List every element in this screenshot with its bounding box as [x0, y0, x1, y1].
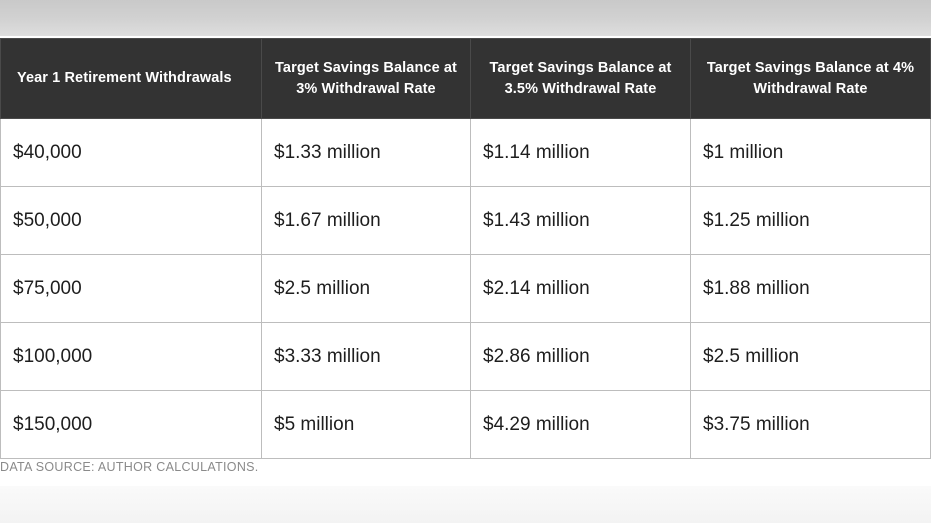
- table-row: $150,000 $5 million $4.29 million $3.75 …: [0, 390, 931, 459]
- withdrawal-cell: $50,000: [0, 186, 262, 255]
- balance-3-5pct-cell: $2.86 million: [470, 322, 691, 391]
- balance-3pct-cell: $1.67 million: [261, 186, 471, 255]
- table-row: $50,000 $1.67 million $1.43 million $1.2…: [0, 186, 931, 255]
- balance-3-5pct-cell: $1.43 million: [470, 186, 691, 255]
- table-row: $100,000 $3.33 million $2.86 million $2.…: [0, 322, 931, 391]
- withdrawal-cell: $40,000: [0, 118, 262, 187]
- header-balance-3pct: Target Savings Balance at 3% Withdrawal …: [261, 38, 471, 119]
- balance-4pct-cell: $1.88 million: [690, 254, 931, 323]
- balance-4pct-cell: $3.75 million: [690, 390, 931, 459]
- balance-3-5pct-cell: $4.29 million: [470, 390, 691, 459]
- withdrawal-cell: $75,000: [0, 254, 262, 323]
- balance-3pct-cell: $2.5 million: [261, 254, 471, 323]
- data-source-note: DATA SOURCE: AUTHOR CALCULATIONS.: [0, 460, 259, 474]
- table-header: Year 1 Retirement Withdrawals Target Sav…: [0, 38, 931, 119]
- balance-3pct-cell: $1.33 million: [261, 118, 471, 187]
- table-body: $40,000 $1.33 million $1.14 million $1 m…: [0, 118, 931, 459]
- table-row: $75,000 $2.5 million $2.14 million $1.88…: [0, 254, 931, 323]
- bottom-background-band: [0, 486, 931, 523]
- withdrawal-cell: $100,000: [0, 322, 262, 391]
- balance-4pct-cell: $1 million: [690, 118, 931, 187]
- balance-4pct-cell: $1.25 million: [690, 186, 931, 255]
- header-balance-4pct: Target Savings Balance at 4% Withdrawal …: [690, 38, 931, 119]
- top-background-band: [0, 0, 931, 36]
- withdrawal-cell: $150,000: [0, 390, 262, 459]
- header-balance-3-5pct: Target Savings Balance at 3.5% Withdrawa…: [470, 38, 691, 119]
- retirement-savings-table: Year 1 Retirement Withdrawals Target Sav…: [0, 38, 931, 459]
- table-row: $40,000 $1.33 million $1.14 million $1 m…: [0, 118, 931, 187]
- balance-3pct-cell: $5 million: [261, 390, 471, 459]
- balance-3-5pct-cell: $2.14 million: [470, 254, 691, 323]
- balance-4pct-cell: $2.5 million: [690, 322, 931, 391]
- header-withdrawals: Year 1 Retirement Withdrawals: [0, 38, 262, 119]
- balance-3pct-cell: $3.33 million: [261, 322, 471, 391]
- header-row: Year 1 Retirement Withdrawals Target Sav…: [0, 38, 931, 119]
- balance-3-5pct-cell: $1.14 million: [470, 118, 691, 187]
